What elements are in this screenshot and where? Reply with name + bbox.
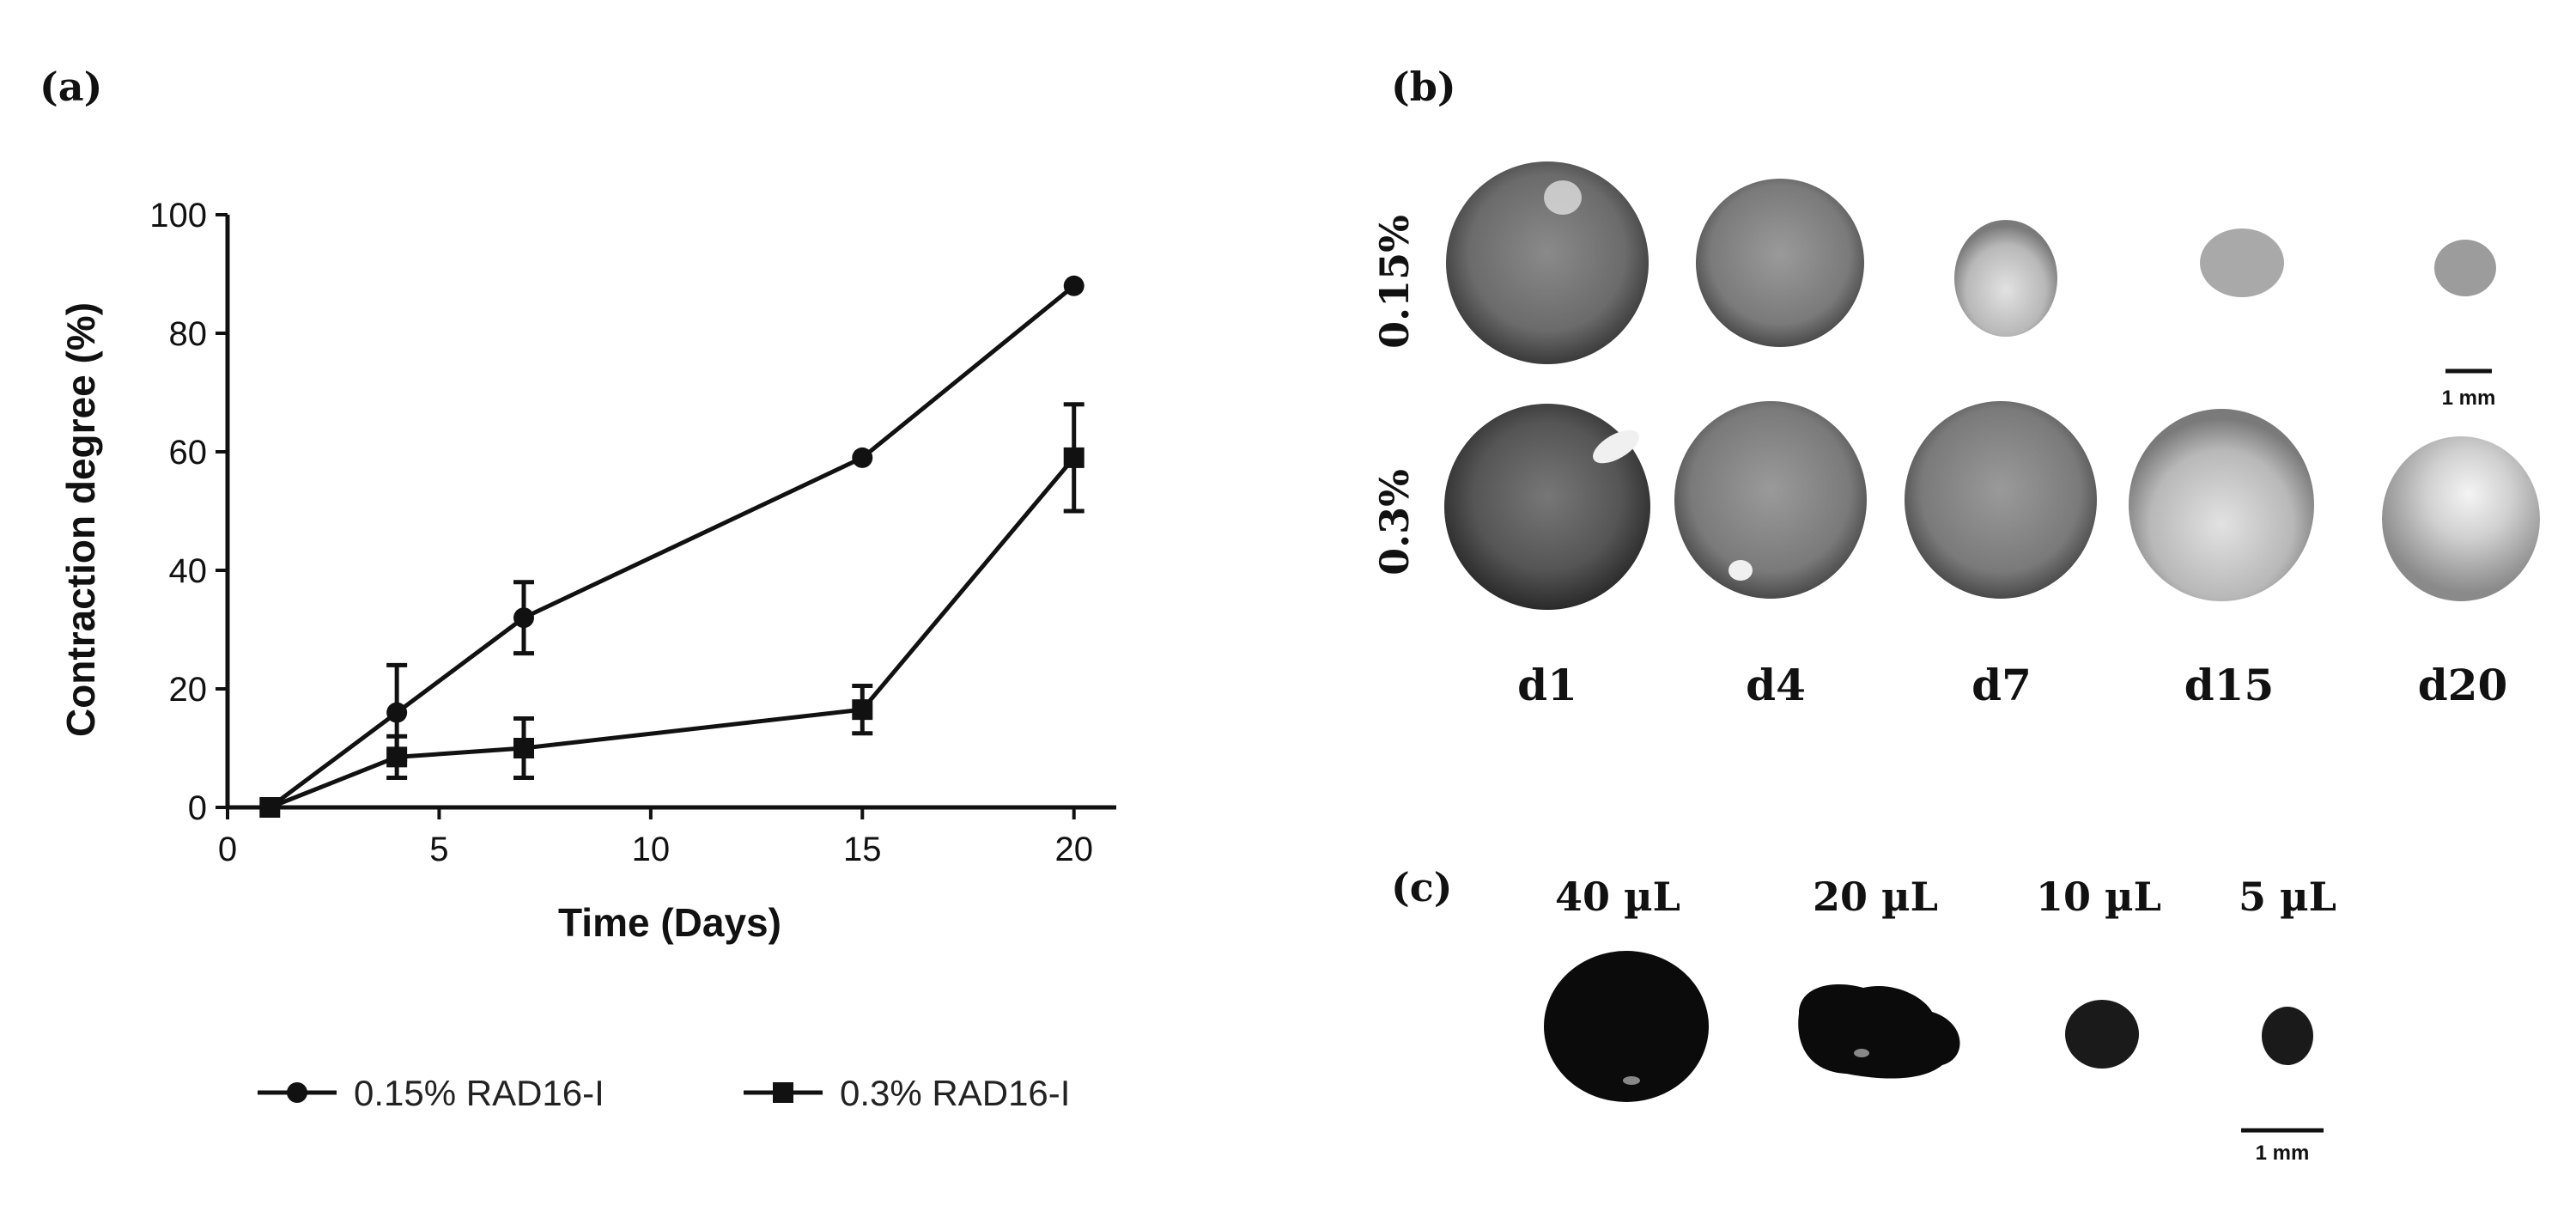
data-point-square bbox=[259, 797, 281, 818]
gel-015-d15 bbox=[2200, 228, 2284, 297]
data-point-square bbox=[852, 699, 873, 721]
gel-015-d7 bbox=[1954, 220, 2057, 337]
panel-b-photos: 0.15% 0.3% 1 mm d1 d4 d7 d15 d20 bbox=[1371, 161, 2540, 710]
x-tick-label: 0 bbox=[218, 831, 237, 868]
gel-03-d7 bbox=[1905, 401, 2097, 599]
chart-axes bbox=[225, 215, 1116, 810]
gel-015-d1-glare bbox=[1544, 180, 1582, 215]
scale-bar-b-label: 1 mm bbox=[2442, 387, 2496, 410]
day-label-d15: d15 bbox=[2184, 660, 2275, 710]
volume-label-20: 20 µL bbox=[1813, 874, 1938, 920]
x-tick-label: 5 bbox=[429, 831, 448, 868]
data-point-circle bbox=[513, 607, 534, 629]
panel-label-b: (b) bbox=[1391, 64, 1456, 110]
legend-marker-circle bbox=[287, 1082, 307, 1103]
volume-label-5: 5 µL bbox=[2239, 874, 2336, 920]
day-label-d1: d1 bbox=[1517, 660, 1577, 710]
volume-label-10: 10 µL bbox=[2036, 874, 2161, 920]
legend-label: 0.3% RAD16-I bbox=[840, 1073, 1070, 1113]
x-tick-label: 20 bbox=[1054, 831, 1093, 868]
drop-10ul bbox=[2065, 1000, 2139, 1069]
data-point-square bbox=[386, 746, 408, 768]
x-tick-label: 15 bbox=[843, 831, 882, 868]
drop-5ul bbox=[2262, 1007, 2313, 1065]
drop-40ul bbox=[1544, 951, 1709, 1102]
data-point-square bbox=[1063, 447, 1084, 468]
gel-03-d15 bbox=[2129, 409, 2314, 601]
y-tick-label: 80 bbox=[169, 315, 208, 353]
drop-20ul bbox=[1798, 983, 1960, 1079]
data-point-square bbox=[513, 738, 534, 758]
data-point-circle bbox=[1063, 275, 1084, 296]
gel-03-d1-glare bbox=[1593, 429, 1639, 464]
scale-bar-c-label: 1 mm bbox=[2256, 1142, 2310, 1165]
chart-series bbox=[259, 275, 1084, 818]
y-tick-label: 100 bbox=[149, 197, 207, 234]
x-tick-label: 10 bbox=[632, 831, 671, 868]
gel-015-d4 bbox=[1696, 179, 1864, 347]
legend-marker-square bbox=[773, 1082, 793, 1103]
panel-label-c: (c) bbox=[1391, 864, 1453, 910]
y-axis-label: Contraction degree (%) bbox=[58, 302, 103, 737]
gel-015-d1 bbox=[1446, 161, 1649, 364]
chart-ticks: 0 5 10 15 20 0 20 40 60 80 100 bbox=[149, 197, 1093, 868]
day-label-d4: d4 bbox=[1746, 660, 1806, 710]
gel-03-d20 bbox=[2382, 436, 2540, 601]
panel-label-a: (a) bbox=[39, 64, 103, 110]
data-point-circle bbox=[386, 702, 408, 723]
gel-03-d4-glare bbox=[1728, 560, 1753, 581]
chart-contraction: 0 5 10 15 20 0 20 40 60 80 100 Contraction degree … bbox=[58, 197, 1116, 1113]
day-label-d7: d7 bbox=[1971, 660, 2032, 710]
row-label-015: 0.15% bbox=[1371, 215, 1418, 349]
gel-03-d4 bbox=[1674, 401, 1867, 599]
drop-20ul-glint bbox=[1854, 1049, 1869, 1057]
data-point-circle bbox=[852, 447, 873, 468]
x-axis-label: Time (Days) bbox=[558, 900, 781, 945]
panel-c-drops: 40 µL 20 µL 10 µL 5 µL 1 mm bbox=[1544, 874, 2336, 1165]
y-tick-label: 0 bbox=[188, 789, 207, 827]
day-label-d20: d20 bbox=[2418, 660, 2508, 710]
y-tick-label: 40 bbox=[169, 552, 208, 590]
row-label-03: 0.3% bbox=[1371, 469, 1418, 575]
chart-legend: 0.15% RAD16-I 0.3% RAD16-I bbox=[258, 1073, 1070, 1113]
legend-label: 0.15% RAD16-I bbox=[354, 1073, 605, 1113]
y-tick-label: 20 bbox=[169, 671, 208, 709]
y-tick-label: 60 bbox=[169, 434, 208, 472]
volume-label-40: 40 µL bbox=[1555, 874, 1680, 920]
gel-015-d20 bbox=[2434, 240, 2496, 296]
drop-40ul-glint bbox=[1623, 1076, 1640, 1085]
